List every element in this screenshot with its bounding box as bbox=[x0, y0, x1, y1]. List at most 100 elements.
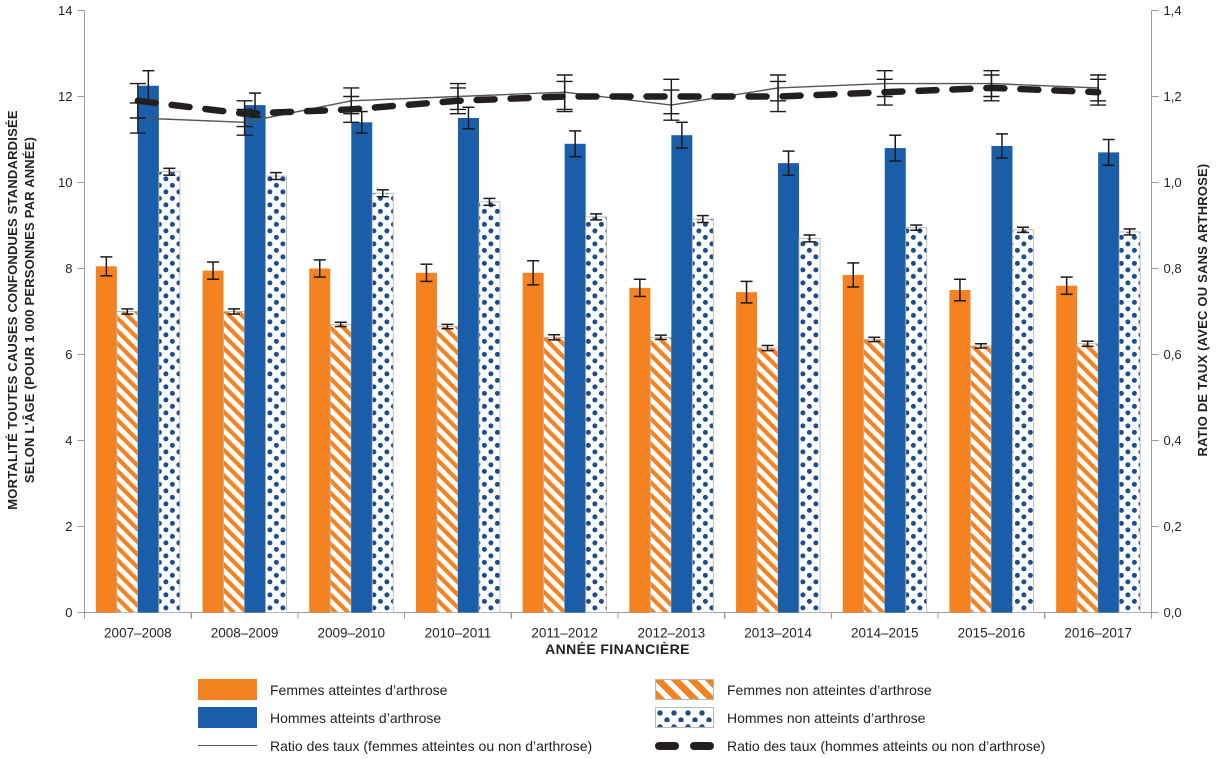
y-right-tick-label: 0,8 bbox=[1164, 261, 1182, 276]
bar-hommes-atteints bbox=[991, 145, 1013, 613]
orange-solid-swatch-icon bbox=[198, 679, 257, 700]
bar-femmes-non-atteintes bbox=[223, 311, 246, 613]
y-right-tick-label: 1,2 bbox=[1164, 89, 1182, 104]
x-category-label: 2011–2012 bbox=[531, 626, 598, 641]
bar-hommes-atteints bbox=[1098, 152, 1120, 613]
legend-label: Ratio des taux (femmes atteintes ou non … bbox=[270, 737, 593, 754]
y-left-tick-label: 2 bbox=[65, 519, 72, 534]
bar-femmes-atteintes bbox=[415, 272, 437, 613]
bar-hommes-atteints bbox=[564, 143, 586, 613]
bar-hommes-atteints bbox=[244, 105, 266, 613]
x-category-label: 2010–2011 bbox=[425, 626, 492, 641]
thin-line-swatch-icon bbox=[198, 735, 257, 756]
bar-femmes-atteintes bbox=[309, 268, 331, 613]
bar-femmes-non-atteintes bbox=[863, 339, 886, 613]
x-category-label: 2012–2013 bbox=[638, 626, 706, 641]
bar-femmes-atteintes bbox=[949, 290, 971, 613]
x-category-label: 2016–2017 bbox=[1064, 626, 1132, 641]
legend-item: Femmes atteintes d’arthrose bbox=[198, 679, 592, 700]
bar-hommes-atteints bbox=[137, 85, 159, 613]
y-axis-left-title: MORTALITÉ TOUTES CAUSES CONFONDUES STAND… bbox=[4, 0, 40, 630]
bar-femmes-atteintes bbox=[202, 270, 224, 613]
legend-item: Ratio des taux (hommes atteints ou non d… bbox=[655, 735, 1045, 756]
dash-segment bbox=[655, 741, 679, 750]
bar-hommes-non-atteints bbox=[265, 175, 287, 613]
y-right-tick-label: 1,4 bbox=[1164, 3, 1182, 18]
legend-item: Hommes atteints d’arthrose bbox=[198, 707, 592, 728]
legend-label: Hommes non atteints d’arthrose bbox=[727, 709, 926, 726]
bar-hommes-non-atteints bbox=[478, 201, 501, 613]
orange-hatched-swatch-shape bbox=[655, 679, 714, 700]
bar-hommes-atteints bbox=[884, 148, 906, 613]
legend-left-column: Femmes atteintes d’arthrose Hommes attein… bbox=[198, 679, 592, 756]
x-axis-title: ANNÉE FINANCIÈRE bbox=[545, 641, 690, 657]
y-right-tick-label: 0,0 bbox=[1164, 605, 1182, 620]
legend-label: Hommes atteints d’arthrose bbox=[270, 709, 442, 726]
y-left-tick-label: 14 bbox=[58, 3, 72, 18]
bar-femmes-non-atteintes bbox=[116, 311, 139, 613]
x-category-label: 2014–2015 bbox=[851, 626, 919, 641]
bar-femmes-non-atteintes bbox=[970, 345, 992, 613]
y-right-tick-label: 0,2 bbox=[1164, 519, 1182, 534]
bar-femmes-non-atteintes bbox=[756, 347, 779, 613]
blue-dotted-swatch-shape bbox=[655, 707, 714, 728]
bar-femmes-non-atteintes bbox=[329, 323, 352, 613]
y-right-tick-label: 1,0 bbox=[1164, 175, 1182, 190]
ratio-lines bbox=[129, 69, 1107, 136]
y-axis-left-title-line1: MORTALITÉ TOUTES CAUSES CONFONDUES STAND… bbox=[5, 110, 20, 510]
legend-label: Ratio des taux (hommes atteints ou non d… bbox=[727, 737, 1046, 754]
bar-hommes-non-atteints bbox=[905, 227, 928, 613]
bar-hommes-atteints bbox=[671, 135, 693, 613]
y-left-tick-label: 6 bbox=[65, 347, 72, 362]
bar-hommes-atteints bbox=[457, 118, 479, 613]
blue-dotted-swatch-icon bbox=[655, 707, 714, 728]
bar-femmes-atteintes bbox=[629, 287, 651, 613]
x-category-label: 2015–2016 bbox=[958, 626, 1026, 641]
legend-right-column: Femmes non atteintes d’arthrose Hommes no… bbox=[655, 679, 1045, 756]
bar-hommes-atteints bbox=[778, 163, 800, 613]
bar-hommes-non-atteints bbox=[1118, 231, 1141, 613]
legend-label: Femmes atteintes d’arthrose bbox=[270, 681, 448, 698]
legend-label: Femmes non atteintes d’arthrose bbox=[727, 681, 932, 698]
bar-error-bars bbox=[100, 69, 1136, 352]
thin-line-swatch-shape bbox=[198, 745, 257, 746]
bar-hommes-non-atteints bbox=[585, 216, 608, 613]
y-right-tick-label: 0,6 bbox=[1164, 347, 1182, 362]
dash-segment bbox=[690, 741, 714, 750]
thick-dashed-swatch-icon bbox=[655, 735, 714, 756]
legend-item: Femmes non atteintes d’arthrose bbox=[655, 679, 1045, 700]
bar-femmes-atteintes bbox=[95, 266, 117, 613]
legend-item: Hommes non atteints d’arthrose bbox=[655, 707, 1045, 728]
y-left-tick-label: 8 bbox=[65, 261, 72, 276]
legend-item: Ratio des taux (femmes atteintes ou non … bbox=[198, 735, 592, 756]
bar-hommes-non-atteints bbox=[691, 218, 714, 613]
bar-hommes-non-atteints bbox=[798, 237, 821, 613]
x-category-label: 2008–2009 bbox=[211, 626, 279, 641]
bar-femmes-non-atteintes bbox=[649, 336, 672, 613]
bar-femmes-non-atteintes bbox=[1076, 343, 1099, 613]
bar-femmes-non-atteintes bbox=[436, 326, 459, 613]
bar-hommes-non-atteints bbox=[371, 192, 394, 613]
ratio-line-hommes bbox=[134, 84, 1102, 117]
bar-femmes-atteintes bbox=[736, 292, 758, 613]
bar-femmes-non-atteintes bbox=[543, 336, 566, 613]
bar-hommes-non-atteints bbox=[1012, 229, 1034, 613]
bar-groups bbox=[95, 85, 1141, 613]
bar-femmes-atteintes bbox=[522, 272, 544, 613]
y-left-tick-label: 12 bbox=[58, 89, 72, 104]
bar-hommes-non-atteints bbox=[158, 171, 181, 613]
orange-hatched-swatch-icon bbox=[655, 679, 714, 700]
bar-hommes-atteints bbox=[351, 122, 373, 613]
blue-solid-swatch-icon bbox=[198, 707, 257, 728]
y-right-tick-label: 0,4 bbox=[1164, 433, 1182, 448]
thick-dashed-swatch-shape bbox=[655, 741, 714, 750]
blue-solid-swatch-shape bbox=[198, 707, 257, 728]
x-category-label: 2013–2014 bbox=[744, 626, 812, 641]
y-left-tick-label: 4 bbox=[65, 433, 72, 448]
y-left-tick-label: 0 bbox=[65, 605, 72, 620]
orange-solid-swatch-shape bbox=[198, 679, 257, 700]
y-axis-left-title-line2: SELON L'ÂGE (POUR 1 000 PERSONNES PAR AN… bbox=[22, 136, 37, 484]
plot-area: 0 2 4 6 8 10 12 14 0,0 0,2 0,4 0,6 0,8 1,0 1,2 1,4 2007–… bbox=[58, 3, 1182, 641]
y-left-tick-label: 10 bbox=[58, 175, 72, 190]
